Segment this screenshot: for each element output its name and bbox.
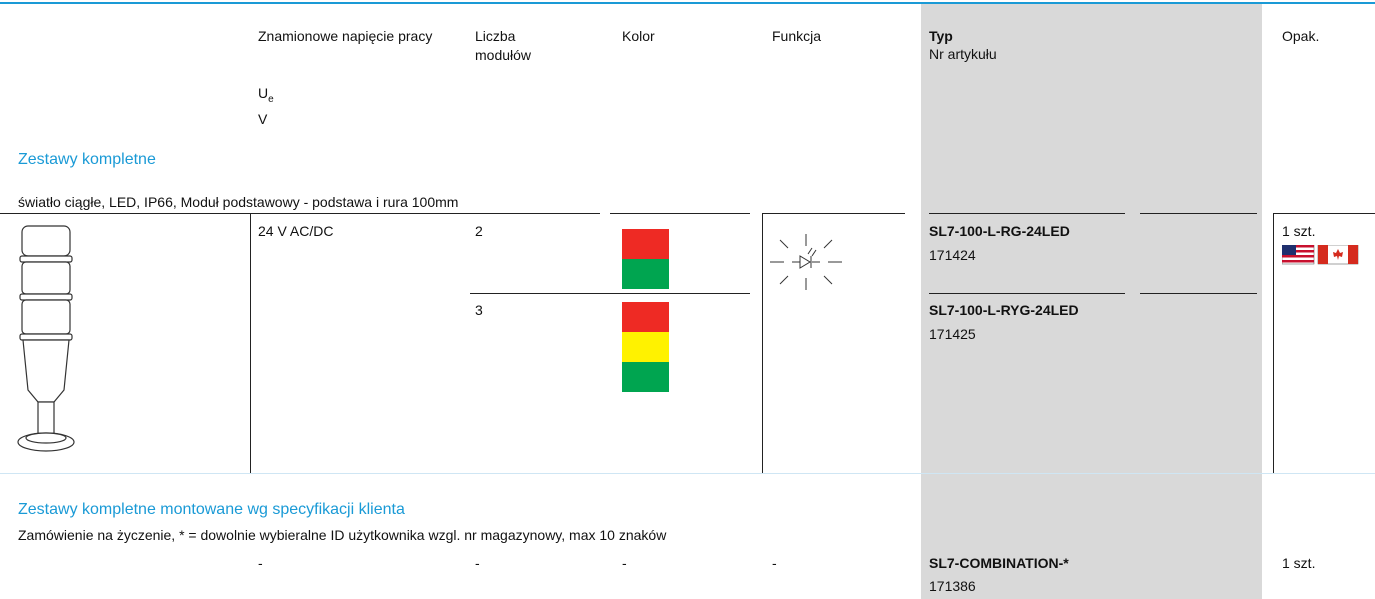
rule xyxy=(0,473,1375,474)
pack: 1 szt. xyxy=(1282,222,1315,241)
color-swatch xyxy=(622,229,669,259)
modules: - xyxy=(475,554,480,573)
symbol: U xyxy=(258,85,268,101)
article-number: 171425 xyxy=(929,325,976,344)
color-swatch xyxy=(622,332,669,362)
section-title: Zestawy kompletne montowane wg specyfika… xyxy=(18,500,405,519)
col-voltage: Znamionowe napięcie pracy xyxy=(258,27,433,46)
col-article: Nr artykułu xyxy=(929,45,997,64)
function: - xyxy=(772,554,777,573)
col-voltage-unit: V xyxy=(258,110,267,129)
article-number: 171424 xyxy=(929,246,976,265)
page: html,body{margin:0;padding:0;} body{widt… xyxy=(0,0,1375,599)
col-function: Funkcja xyxy=(772,27,821,46)
page-body: Znamionowe napięcie pracy Ue V Liczba mo… xyxy=(0,0,1375,599)
col-pack: Opak. xyxy=(1282,27,1319,46)
rule xyxy=(1273,214,1274,473)
col-color: Kolor xyxy=(622,27,655,46)
rule xyxy=(1140,213,1257,214)
type-code: SL7-COMBINATION-* xyxy=(929,554,1069,573)
rule xyxy=(250,214,251,473)
voltage: - xyxy=(258,554,263,573)
col-type: Typ xyxy=(929,27,953,46)
function-icon xyxy=(768,230,848,294)
col-modules: Liczba modułów xyxy=(475,27,555,65)
type-code: SL7-100-L-RG-24LED xyxy=(929,222,1070,241)
pack: 1 szt. xyxy=(1282,554,1315,573)
color-swatch xyxy=(622,302,669,332)
type-code: SL7-100-L-RYG-24LED xyxy=(929,301,1079,320)
product-image xyxy=(14,222,80,458)
rule xyxy=(1140,293,1257,294)
color-swatch xyxy=(622,259,669,289)
rule xyxy=(929,213,1125,214)
section-title: Zestawy kompletne xyxy=(18,150,156,169)
rule xyxy=(610,213,750,214)
color-swatches xyxy=(622,229,669,289)
color-swatches xyxy=(622,302,669,392)
section-note: światło ciągłe, LED, IP66, Moduł podstaw… xyxy=(18,193,458,212)
modules: 2 xyxy=(475,222,483,241)
section-note: Zamówienie na życzenie, * = dowolnie wyb… xyxy=(18,526,666,545)
col-voltage-symbol: Ue xyxy=(258,84,274,109)
rule xyxy=(762,213,905,214)
rule xyxy=(929,293,1125,294)
flags xyxy=(1282,245,1362,265)
rule xyxy=(1273,213,1375,214)
color: - xyxy=(622,554,627,573)
rule xyxy=(762,214,763,473)
rule xyxy=(470,293,750,294)
top-rule xyxy=(0,2,1375,4)
rule xyxy=(0,213,600,214)
modules: 3 xyxy=(475,301,483,320)
voltage: 24 V AC/DC xyxy=(258,222,333,241)
symbol-sub: e xyxy=(268,94,274,105)
color-swatch xyxy=(622,362,669,392)
article-number: 171386 xyxy=(929,577,976,596)
